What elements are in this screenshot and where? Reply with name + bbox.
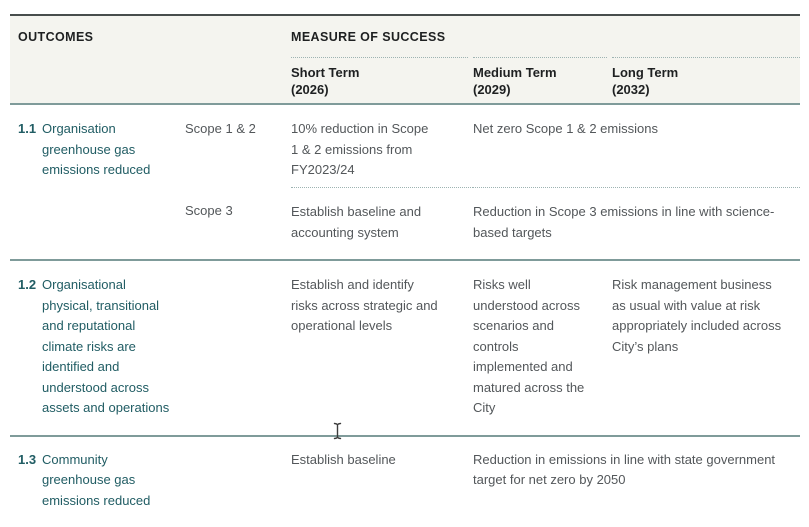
table-row: 1.3 Community greenhouse gas emissions r… — [10, 437, 800, 527]
outcome-text: Community greenhouse gas emissions reduc… — [42, 437, 185, 527]
outcome-text: Organisational physical, transitional an… — [42, 261, 185, 435]
measure-short-term: Establish baseline — [291, 437, 473, 527]
short-term-label: Short Term — [291, 64, 468, 81]
long-term-label: Long Term — [612, 64, 800, 81]
measure-medium-term: Risks well understood across scenarios a… — [473, 261, 612, 435]
medium-term-year: (2029) — [473, 81, 607, 98]
outcome-number: 1.2 — [10, 261, 42, 435]
table-header-terms-row: Short Term (2026) Medium Term (2029) Lon… — [10, 57, 800, 103]
outcome-number: 1.1 — [10, 105, 42, 259]
column-header-measure-of-success: MEASURE OF SUCCESS — [291, 30, 800, 44]
measure-long-term: Risk management business as usual with v… — [612, 261, 800, 435]
table-row: 1.1 Organisation greenhouse gas emission… — [10, 105, 800, 261]
outcomes-table: OUTCOMES MEASURE OF SUCCESS Short Term (… — [10, 14, 800, 527]
outcome-number: 1.3 — [10, 437, 42, 527]
table-row: 1.2 Organisational physical, transitiona… — [10, 261, 800, 437]
measure-medium-long-term: Reduction in Scope 3 emissions in line w… — [473, 187, 800, 259]
measure-medium-long-term: Net zero Scope 1 & 2 emissions — [473, 105, 800, 187]
column-header-medium-term: Medium Term (2029) — [473, 57, 607, 103]
scope-column-empty — [185, 261, 291, 435]
measure-short-term: Establish baseline and accounting system — [291, 187, 473, 259]
scope-column-empty — [185, 437, 291, 527]
text-cursor-icon — [332, 422, 343, 445]
medium-term-label: Medium Term — [473, 64, 607, 81]
column-header-short-term: Short Term (2026) — [291, 57, 468, 103]
table-header: OUTCOMES MEASURE OF SUCCESS Short Term (… — [10, 14, 800, 105]
measure-medium-long-term: Reduction in emissions in line with stat… — [473, 437, 800, 527]
measure-short-term: 10% reduction in Scope 1 & 2 emissions f… — [291, 105, 473, 187]
terms-row-spacer — [10, 57, 291, 103]
long-term-year: (2032) — [612, 81, 800, 98]
measure-short-term: Establish and identify risks across stra… — [291, 261, 473, 435]
outcome-text: Organisation greenhouse gas emissions re… — [42, 105, 185, 259]
column-header-outcomes: OUTCOMES — [10, 30, 291, 44]
table-header-top-row: OUTCOMES MEASURE OF SUCCESS — [10, 16, 800, 57]
scope-label: Scope 1 & 2 — [185, 105, 291, 187]
column-header-long-term: Long Term (2032) — [612, 57, 800, 103]
scope-label: Scope 3 — [185, 187, 291, 259]
short-term-year: (2026) — [291, 81, 468, 98]
